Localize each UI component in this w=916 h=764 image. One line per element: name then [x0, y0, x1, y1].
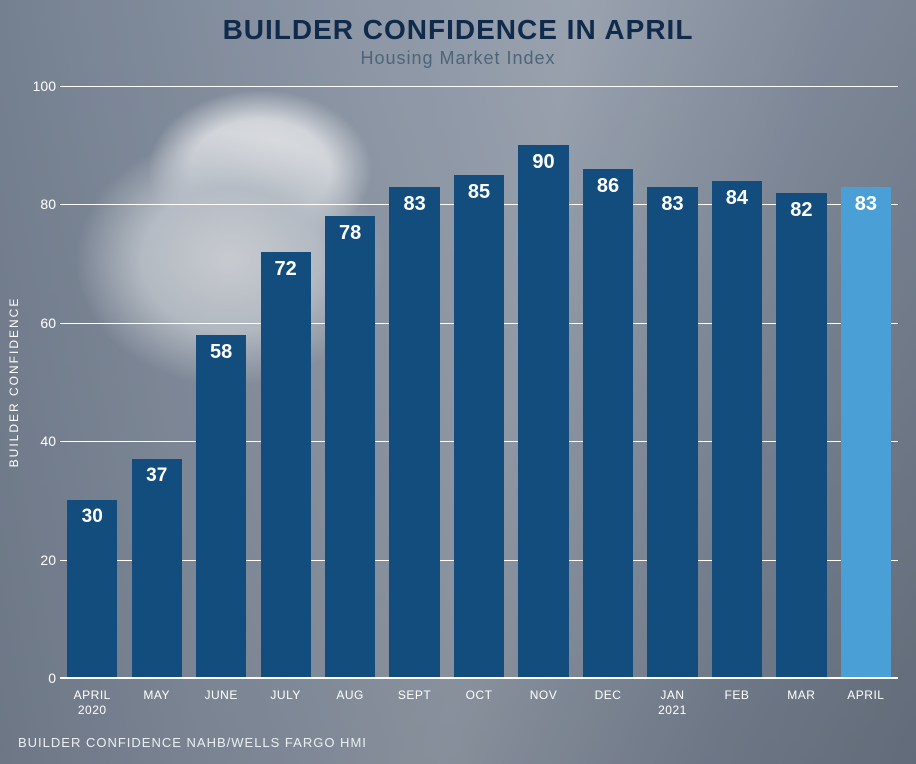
x-tick-label: OCT — [447, 682, 511, 726]
bar: 86 — [583, 169, 633, 678]
chart: BUILDER CONFIDENCE IN APRIL Housing Mark… — [0, 0, 916, 764]
x-tick-label: JAN2021 — [640, 682, 704, 726]
bar-value-label: 37 — [132, 465, 182, 487]
y-tick-label: 40 — [26, 433, 56, 449]
chart-subtitle: Housing Market Index — [0, 48, 916, 69]
bar-value-label: 90 — [518, 151, 568, 174]
x-tick-label: SEPT — [382, 682, 446, 726]
bar: 82 — [776, 193, 826, 678]
bar-value-label: 85 — [454, 181, 504, 204]
plot-area: 020406080100 30375872788385908683848283 — [60, 86, 898, 678]
bar-slot: 72 — [253, 86, 317, 678]
bar: 58 — [196, 335, 246, 678]
bar-value-label: 86 — [583, 175, 633, 198]
bar: 83 — [841, 187, 891, 678]
bar: 83 — [389, 187, 439, 678]
bar-value-label: 82 — [776, 199, 826, 222]
y-tick-label: 100 — [26, 78, 56, 94]
bar-slot: 82 — [769, 86, 833, 678]
bar-slot: 83 — [382, 86, 446, 678]
bar-value-label: 83 — [841, 193, 891, 216]
bar-value-label: 78 — [325, 222, 375, 245]
chart-title: BUILDER CONFIDENCE IN APRIL — [0, 14, 916, 46]
y-tick-label: 20 — [26, 552, 56, 568]
bar-slot: 83 — [834, 86, 898, 678]
bar-slot: 83 — [640, 86, 704, 678]
source-citation: BUILDER CONFIDENCE NAHB/WELLS FARGO HMI — [18, 735, 367, 750]
bar: 83 — [647, 187, 697, 678]
x-axis-labels: APRIL2020MAYJUNEJULYAUGSEPTOCTNOVDECJAN2… — [60, 682, 898, 726]
x-tick-label: APRIL2020 — [60, 682, 124, 726]
bar-slot: 78 — [318, 86, 382, 678]
x-axis-baseline — [60, 677, 898, 679]
x-tick-label: JUNE — [189, 682, 253, 726]
bar: 85 — [454, 175, 504, 678]
bar-value-label: 83 — [647, 193, 697, 216]
x-tick-label: NOV — [511, 682, 575, 726]
bar-value-label: 84 — [712, 187, 762, 210]
bar-slot: 37 — [124, 86, 188, 678]
bar-slot: 85 — [447, 86, 511, 678]
bar-value-label: 83 — [389, 193, 439, 216]
bar-slot: 58 — [189, 86, 253, 678]
x-tick-label: APRIL — [834, 682, 898, 726]
bar: 84 — [712, 181, 762, 678]
x-tick-label: MAR — [769, 682, 833, 726]
bar-slot: 30 — [60, 86, 124, 678]
x-tick-label: MAY — [124, 682, 188, 726]
y-axis-label: BUILDER CONFIDENCE — [7, 297, 21, 468]
x-tick-label: FEB — [705, 682, 769, 726]
x-tick-label: JULY — [253, 682, 317, 726]
bar: 30 — [67, 500, 117, 678]
bar: 72 — [261, 252, 311, 678]
bar-slot: 86 — [576, 86, 640, 678]
bar-slot: 90 — [511, 86, 575, 678]
x-tick-label: DEC — [576, 682, 640, 726]
y-tick-label: 60 — [26, 315, 56, 331]
y-tick-label: 0 — [26, 670, 56, 686]
bar-slot: 84 — [705, 86, 769, 678]
bar: 37 — [132, 459, 182, 678]
bar-value-label: 72 — [261, 258, 311, 281]
bar-value-label: 30 — [67, 506, 117, 528]
x-tick-label: AUG — [318, 682, 382, 726]
y-tick-label: 80 — [26, 196, 56, 212]
bar: 90 — [518, 145, 568, 678]
bar-value-label: 58 — [196, 341, 246, 364]
bar: 78 — [325, 216, 375, 678]
bars: 30 37 58 72 78 83 85 90 86 83 84 82 83 — [60, 86, 898, 678]
